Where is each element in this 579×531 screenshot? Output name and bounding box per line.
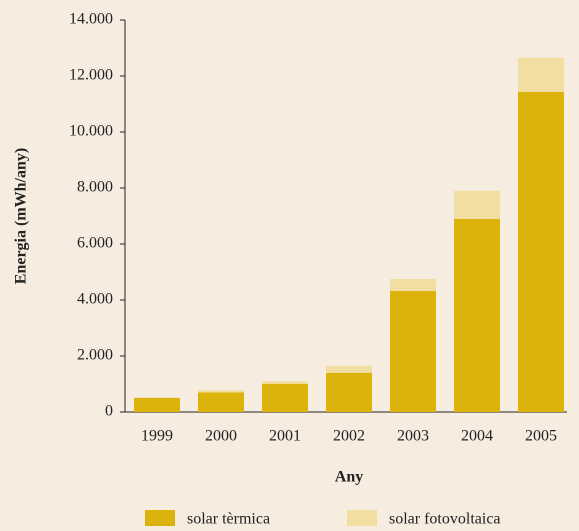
- bar-segment: [198, 390, 244, 393]
- bar-segment: [518, 91, 564, 413]
- y-tick-label: 6.000: [77, 235, 113, 252]
- x-axis-label: Any: [335, 469, 363, 486]
- bar-segment: [134, 397, 180, 398]
- y-tick-label: 10.000: [69, 123, 113, 140]
- bar-segment: [518, 57, 564, 92]
- bar-segment: [262, 381, 308, 384]
- x-tick-label: 2000: [205, 428, 237, 445]
- x-tick-label: 2004: [461, 428, 493, 445]
- y-tick-label: 4.000: [77, 291, 113, 308]
- x-tick-label: 2003: [397, 428, 429, 445]
- bar-segment: [134, 398, 180, 412]
- bar-segment: [326, 365, 372, 373]
- bar-segment: [390, 291, 436, 412]
- bar-segment: [390, 279, 436, 292]
- y-tick-label: 14.000: [69, 11, 113, 28]
- x-tick-label: 2002: [333, 428, 365, 445]
- legend-swatch: [347, 510, 377, 526]
- y-tick-label: 2.000: [77, 347, 113, 364]
- bar-segment: [326, 372, 372, 412]
- y-axis-label: Energia (mWh/any): [13, 148, 30, 284]
- bar-segment: [198, 392, 244, 412]
- y-tick-label: 12.000: [69, 67, 113, 84]
- bar-segment: [262, 384, 308, 412]
- y-tick-label: 0: [105, 403, 113, 420]
- legend-swatch: [145, 510, 175, 526]
- x-tick-label: 1999: [141, 428, 173, 445]
- bar-segment: [454, 218, 500, 412]
- y-tick-label: 8.000: [77, 179, 113, 196]
- x-tick-label: 2001: [269, 428, 301, 445]
- x-tick-label: 2005: [525, 428, 557, 445]
- legend-label: solar fotovoltaica: [389, 511, 501, 528]
- legend-label: solar tèrmica: [187, 511, 270, 528]
- bar-segment: [454, 190, 500, 219]
